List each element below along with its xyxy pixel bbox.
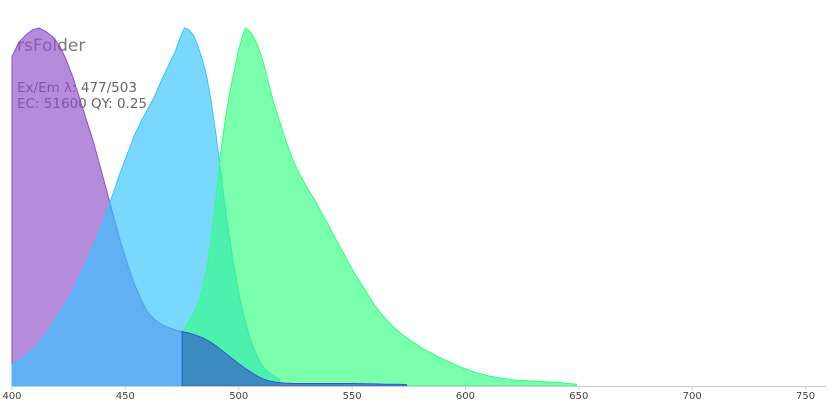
x-tick-label: 600 [456, 391, 475, 402]
x-tick-label: 500 [229, 391, 248, 402]
x-tick-label: 400 [2, 391, 21, 402]
series-areas [11, 27, 578, 387]
x-tick-label: 650 [569, 391, 588, 402]
x-axis-ticks: 400 450 500 550 600 650 700 750 [2, 386, 815, 402]
x-tick-label: 450 [116, 391, 135, 402]
series-area-emission [181, 27, 578, 387]
x-tick-label: 550 [343, 391, 362, 402]
series-area-emission_violet [181, 330, 407, 387]
x-tick-label: 700 [683, 391, 702, 402]
x-tick-label: 750 [796, 391, 815, 402]
